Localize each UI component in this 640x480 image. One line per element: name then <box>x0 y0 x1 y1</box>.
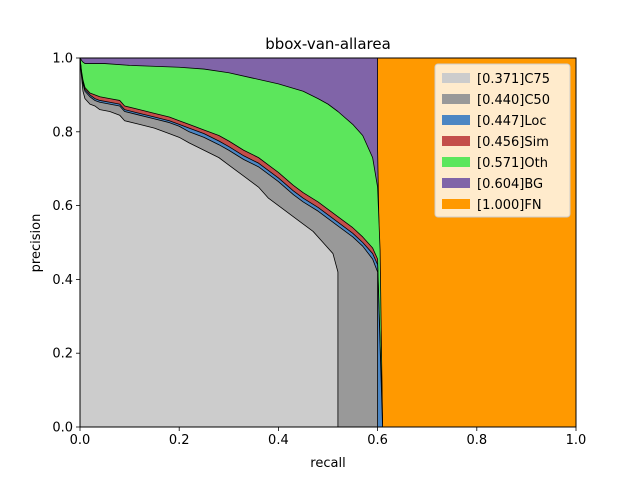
y-axis-ticks: 0.0 0.2 0.4 0.6 0.8 1.0 <box>52 52 80 436</box>
legend-swatch <box>442 73 470 83</box>
legend-swatch <box>442 199 470 209</box>
legend-entry: [1.000]FN <box>477 198 542 213</box>
y-tick-label: 0.0 <box>52 421 73 436</box>
legend-swatch <box>442 94 470 104</box>
x-tick-label: 1.0 <box>566 433 587 448</box>
y-tick-label: 0.2 <box>52 347 73 362</box>
legend-entry: [0.371]C75 <box>477 72 550 87</box>
legend-swatch <box>442 157 470 167</box>
plot-frame <box>79 57 577 428</box>
y-tick-label: 0.4 <box>52 273 73 288</box>
x-axis-ticks: 0.0 0.2 0.4 0.6 0.8 1.0 <box>70 427 587 448</box>
legend: [0.371]C75 [0.440]C50 [0.447]Loc [0.456]Sim… <box>434 63 571 218</box>
x-tick-label: 0.4 <box>268 433 289 448</box>
y-tick-label: 0.6 <box>52 199 73 214</box>
legend-swatch <box>442 115 470 125</box>
x-tick-label: 0.6 <box>367 433 388 448</box>
y-tick-label: 1.0 <box>52 52 73 67</box>
chart-title: bbox-van-allarea <box>265 35 391 53</box>
legend-entry: [0.440]C50 <box>477 93 550 108</box>
x-tick-label: 0.8 <box>466 433 487 448</box>
legend-swatch <box>442 136 470 146</box>
area-layers <box>79 57 577 428</box>
legend-entry: [0.456]Sim <box>477 135 549 150</box>
x-tick-label: 0.0 <box>70 433 91 448</box>
legend-entry: [0.604]BG <box>477 177 543 192</box>
y-tick-label: 0.8 <box>52 125 73 140</box>
y-axis-label: precision <box>29 214 44 273</box>
x-axis-label: recall <box>310 456 345 471</box>
legend-entry: [0.571]Oth <box>477 156 548 171</box>
legend-entry: [0.447]Loc <box>477 114 546 129</box>
x-tick-label: 0.2 <box>169 433 190 448</box>
legend-swatch <box>442 178 470 188</box>
area-0-371-c75 <box>79 57 339 428</box>
